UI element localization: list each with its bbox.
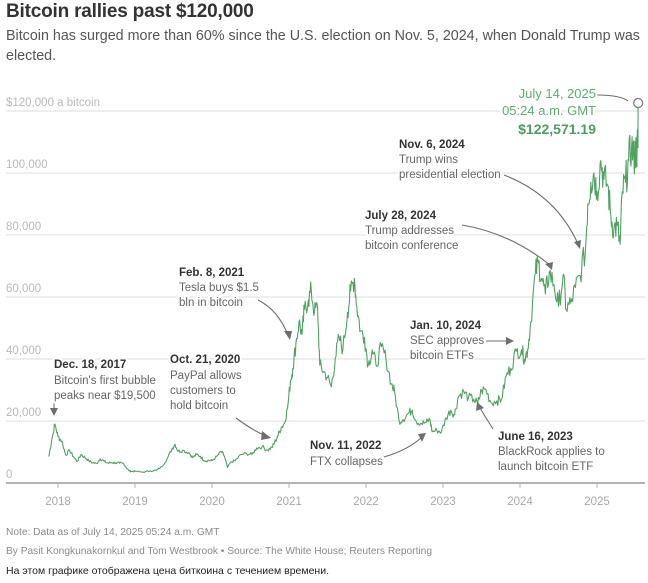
arrow-nov-2024 — [503, 174, 579, 245]
y-tick-label: $120,000 a bitcoin — [6, 97, 100, 109]
price-line — [48, 102, 639, 473]
arrowhead-oct-2020 — [261, 431, 271, 440]
annotation-text: bln in bitcoin — [179, 297, 243, 309]
gridlines — [6, 110, 645, 422]
arrow-feb-2021 — [257, 299, 289, 336]
x-tick-label: 2022 — [353, 496, 379, 508]
chart-description: На этом графике отображена цена биткоина… — [6, 565, 330, 577]
y-tick-label: 40,000 — [6, 345, 41, 357]
y-tick-label: 80,000 — [6, 221, 41, 233]
chart-title: Bitcoin rallies past $120,000 — [6, 1, 254, 22]
annotation-text: PayPal allows — [170, 370, 242, 382]
annotation-text: FTX collapses — [310, 456, 383, 468]
arrowhead-feb-2021 — [284, 331, 292, 340]
arrow-jun-2023 — [479, 407, 494, 430]
arrow-latest — [596, 94, 629, 102]
latest-price: $122,571.19 — [518, 121, 596, 137]
x-tick-label: 2023 — [430, 496, 456, 508]
annotation-text: launch bitcoin ETF — [498, 461, 593, 473]
arrow-nov-2022 — [383, 436, 423, 458]
y-tick-label: 100,000 — [6, 159, 48, 171]
y-tick-label: 20,000 — [6, 407, 41, 419]
annotation-text: bitcoin ETFs — [410, 350, 474, 362]
arrowhead-jun-2023 — [476, 402, 484, 411]
annotation-date: Oct. 21, 2020 — [170, 354, 240, 366]
annotation-text: Trump wins — [399, 154, 458, 166]
x-tick-label: 2019 — [122, 496, 148, 508]
annotation-date: Dec. 18, 2017 — [54, 359, 126, 371]
annotation-text: peaks near $19,500 — [54, 390, 156, 402]
annotation-text: Bitcoin's first bubble — [54, 375, 156, 387]
arrowhead-jan-2024 — [506, 337, 514, 345]
latest-time: 05:24 a.m. GMT — [502, 103, 596, 118]
annotation-text: Tesla buys $1.5 — [179, 282, 259, 294]
annotation-text: BlackRock applies to — [498, 446, 605, 458]
x-tick-label: 2021 — [276, 496, 302, 508]
arrowhead-nov-2024 — [574, 240, 581, 249]
latest-price-callout: July 14, 2025 05:24 a.m. GMT $122,571.19 — [500, 84, 598, 139]
annotation-jul-2024: July 28, 2024 Trump addresses bitcoin co… — [363, 208, 460, 254]
annotation-nov-2024: Nov. 6, 2024 Trump wins presidential ele… — [397, 137, 503, 183]
annotation-text: presidential election — [399, 169, 501, 181]
annotation-date: Jan. 10, 2024 — [410, 320, 482, 332]
annotation-oct-2020: Oct. 21, 2020 PayPal allows customers to… — [168, 352, 244, 414]
bitcoin-price-chart: 0 20,000 40,000 60,000 80,000 100,000 $120,000… — [6, 84, 645, 508]
arrow-jul-2024 — [461, 224, 551, 266]
x-tick-label: 2024 — [507, 496, 533, 508]
annotation-date: Nov. 11, 2022 — [310, 440, 381, 452]
footnote: Note: Data as of July 14, 2025 05:24 a.m… — [6, 527, 220, 538]
annotation-text: customers to — [170, 385, 236, 397]
y-tick-label: 0 — [6, 469, 12, 481]
annotation-text: hold bitcoin — [170, 400, 228, 412]
credit-line: By Pasit Kongkunakornkul and Tom Westbro… — [6, 546, 432, 557]
x-tick-label: 2025 — [584, 496, 610, 508]
annotation-text: SEC approves — [410, 335, 484, 347]
arrowhead-dec-2017 — [50, 408, 58, 416]
annotation-date: July 28, 2024 — [365, 210, 437, 222]
annotation-feb-2021: Feb. 8, 2021 Tesla buys $1.5 bln in bitc… — [177, 265, 261, 311]
y-tick-label: 60,000 — [6, 283, 41, 295]
annotation-date: Feb. 8, 2021 — [179, 267, 245, 279]
annotation-jan-2024: Jan. 10, 2024 SEC approves bitcoin ETFs — [408, 318, 486, 364]
arrowhead-jul-2024 — [545, 262, 553, 270]
chart-subtitle: Bitcoin has surged more than 60% since t… — [6, 28, 640, 64]
annotation-date: June 16, 2023 — [498, 431, 573, 443]
x-tick-label: 2020 — [199, 496, 225, 508]
annotation-text: bitcoin conference — [365, 240, 458, 252]
x-axis-ticks: 2018 2019 2020 2021 2022 2023 2024 2025 — [45, 483, 610, 508]
annotation-arrows — [50, 94, 629, 458]
x-tick-label: 2018 — [45, 496, 71, 508]
annotation-nov-2022: Nov. 11, 2022 FTX collapses — [308, 438, 385, 470]
annotation-dec-2017: Dec. 18, 2017 Bitcoin's first bubble pea… — [52, 357, 158, 404]
annotation-date: Nov. 6, 2024 — [399, 139, 465, 151]
latest-price-marker — [633, 97, 644, 109]
annotation-text: Trump addresses — [365, 225, 454, 237]
latest-date: July 14, 2025 — [519, 86, 596, 101]
arrowhead-nov-2022 — [418, 433, 426, 442]
y-axis-labels: 0 20,000 40,000 60,000 80,000 100,000 $120,000… — [6, 97, 100, 481]
annotation-jun-2023: June 16, 2023 BlackRock applies to launc… — [496, 429, 607, 475]
